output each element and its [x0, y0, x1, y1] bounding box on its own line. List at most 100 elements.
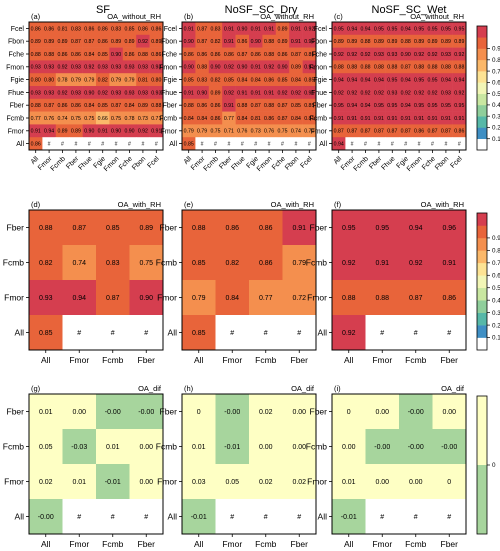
cell-value-label: 0.91: [291, 26, 301, 32]
heatmap-cell: [29, 315, 63, 351]
panel-frame: [28, 21, 164, 151]
x-tick-label: All: [183, 155, 194, 166]
colorbar-swatch: [477, 325, 487, 338]
y-tick-label: Fmor: [157, 476, 177, 486]
cell-value-label: 0.00: [139, 444, 153, 451]
cell-value-label: 0.89: [454, 39, 464, 45]
colorbar-swatch: [477, 104, 487, 117]
x-tick-label: Fche: [271, 155, 287, 171]
colorbar-swatch: [477, 116, 487, 128]
heatmap-panel: 0.88 0.86 0.86 0.91 0.85 0.82 0.86 0.79 0.79 0.84…: [156, 200, 317, 365]
cell-value-label: 0.92: [291, 90, 301, 96]
x-tick-label: All: [194, 355, 204, 365]
cell-value-label: 0.95: [387, 103, 397, 109]
heatmap-cell: [289, 111, 303, 125]
heatmap-cell: [129, 210, 164, 246]
heatmap-cell: [412, 60, 427, 74]
heatmap-cell: [29, 86, 43, 100]
cell-value-label: 0.85: [124, 26, 134, 32]
heatmap-cell: [136, 137, 150, 151]
cell-value-label: 0.88: [197, 65, 207, 71]
heatmap-cell: [262, 60, 277, 74]
cell-value-label: 0.91: [224, 39, 234, 45]
cell-value-label: 0.92: [401, 90, 411, 96]
heatmap-cell: [385, 111, 400, 125]
cell-value-label: 0.87: [360, 129, 370, 135]
heatmap-cell: [55, 73, 70, 87]
heatmap-cell: [109, 34, 124, 48]
cell-value-label: 0.84: [225, 295, 239, 302]
cell-value-label: 0.94: [409, 225, 423, 232]
heatmap-cell: [235, 124, 250, 138]
cell-value-label: 0.91: [401, 116, 411, 122]
heatmap-cell: [182, 86, 196, 100]
cell-value-label: 0.72: [292, 295, 306, 302]
heatmap-cell: [425, 60, 440, 74]
colorbar-tick-label: 0.2: [492, 322, 500, 329]
heatmap-cell: [235, 22, 250, 36]
cell-value-label: 0.90: [237, 26, 247, 32]
heatmap-cell: [385, 73, 400, 87]
cell-value-label: 0.88: [334, 65, 344, 71]
cell-value-label: 0.86: [210, 103, 220, 109]
heatmap-cell: [385, 34, 400, 48]
colorbar-tick-label: 0.2: [492, 125, 500, 132]
heatmap-cell: [275, 137, 290, 151]
y-tick-label: Fber: [7, 406, 25, 416]
cell-value-label: 0.94: [44, 129, 54, 135]
heatmap-cell: [182, 429, 216, 465]
heatmap-panel: 0.01 0.00 -0.00 -0.00 0.05 -0.03 0.01 0.00 0.02 0…: [3, 384, 164, 549]
cell-value-label: #: [115, 141, 118, 147]
cell-value-label: 0.86: [277, 52, 287, 58]
heatmap-cell: [425, 111, 440, 125]
heatmap-cell: [452, 47, 467, 61]
x-tick-label: Fcmb: [102, 539, 124, 549]
panel-frame: [181, 209, 317, 351]
cell-value-label: 0.00: [139, 479, 153, 486]
heatmap-cell: [345, 47, 360, 61]
cell-value-label: 0.94: [401, 103, 411, 109]
heatmap-cell: [29, 22, 43, 36]
heatmap-cell: [62, 429, 97, 465]
cell-value-label: 0.87: [277, 103, 287, 109]
heatmap-cell: [425, 124, 440, 138]
heatmap-cell: [122, 86, 137, 100]
cell-value-label: 0.86: [210, 116, 220, 122]
cell-value-label: 0.75: [84, 116, 94, 122]
heatmap-cell: [412, 34, 427, 48]
cell-value-label: -0.00: [38, 514, 54, 521]
x-tick-label: Fcel: [299, 155, 314, 170]
heatmap-cell: [289, 34, 303, 48]
heatmap-cell: [345, 111, 360, 125]
heatmap-cell: [96, 280, 130, 316]
heatmap-cell: [399, 245, 433, 281]
heatmap-cell: [358, 98, 373, 112]
cell-value-label: 0.88: [192, 225, 206, 232]
heatmap-cell: [222, 22, 236, 36]
y-tick-label: All: [318, 511, 328, 521]
cell-value-label: 0.89: [441, 39, 451, 45]
cell-value-label: 0.93: [44, 65, 54, 71]
cell-value-label: 0.92: [409, 260, 423, 267]
y-tick-label: Fber: [160, 406, 178, 416]
heatmap-cell: [385, 124, 400, 138]
cell-value-label: 0.84: [291, 116, 301, 122]
cell-value-label: #: [77, 330, 81, 337]
heatmap-cell: [149, 124, 164, 138]
heatmap-cell: [182, 394, 216, 430]
heatmap-cell: [358, 60, 373, 74]
cell-value-label: 0.00: [442, 409, 456, 416]
cell-value-label: 0.79: [71, 77, 81, 83]
heatmap-cell: [439, 124, 453, 138]
cell-value-label: #: [447, 514, 451, 521]
heatmap-cell: [452, 124, 467, 138]
cell-value-label: 0.81: [57, 26, 67, 32]
cell-value-label: 0.80: [151, 77, 161, 83]
heatmap-cell: [425, 86, 440, 100]
heatmap-cell: [262, 124, 277, 138]
heatmap-cell: [149, 34, 164, 48]
y-tick-label: Fber: [7, 222, 25, 232]
panel-letter: (i): [334, 384, 341, 393]
cell-value-label: 0.86: [84, 26, 94, 32]
cell-value-label: 0.91: [360, 116, 370, 122]
